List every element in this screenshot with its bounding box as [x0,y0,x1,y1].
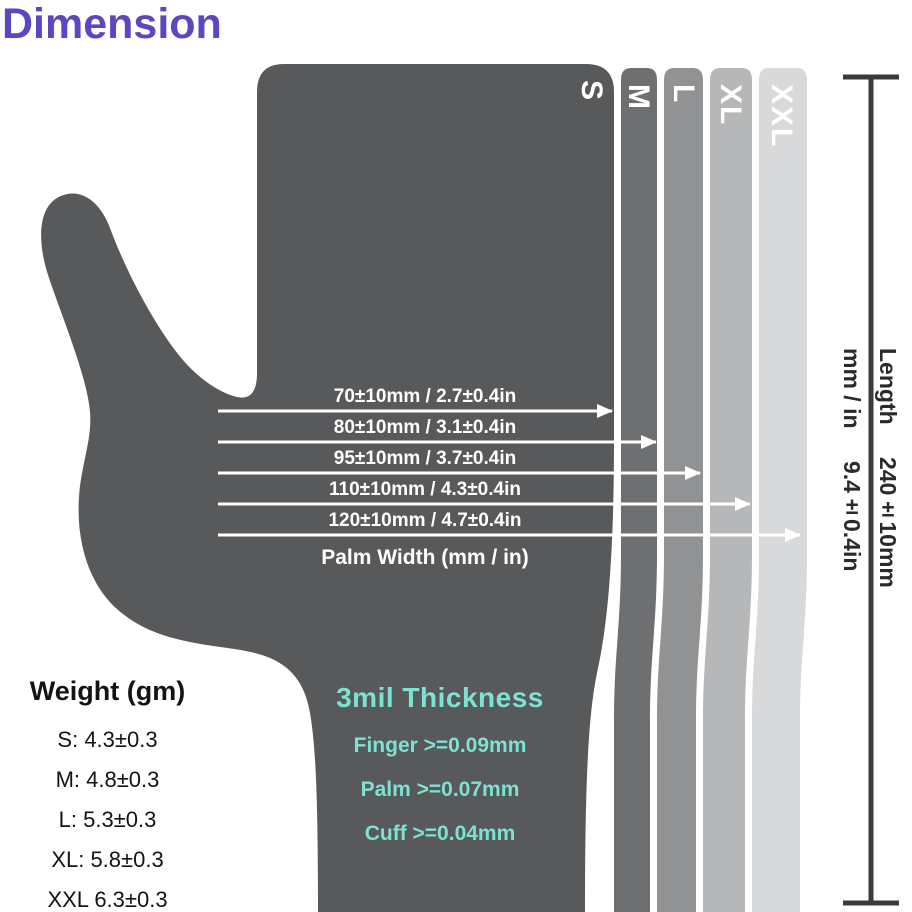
palm-width-value-xl: 110±10mm / 4.3±0.4in [329,479,521,500]
size-band-xxl [752,68,807,912]
glove-silhouette [41,64,614,912]
thickness-item-cuff: Cuff >=0.04mm [364,822,516,845]
weight-section: Weight (gm) S: 4.3±0.3 M: 4.8±0.3 L: 5.3… [10,676,205,912]
weight-item-s: S: 4.3±0.3 [57,727,158,752]
length-label: Length [875,348,901,425]
page-title: Dimension [2,0,222,48]
palm-width-value-xxl: 120±10mm / 4.7±0.4in [328,510,522,531]
size-label-xl: XL [714,84,747,127]
thickness-heading: 3mil Thickness [336,682,544,713]
weight-item-xxl: XXL 6.3±0.3 [47,887,168,912]
palm-width-value-m: 80±10mm / 3.1±0.4in [333,417,517,438]
length-label-column: Length 240±10mm [874,348,901,588]
length-units-column: mm / in 9.4±0.4in [838,348,865,571]
weight-item-m: M: 4.8±0.3 [55,767,160,792]
weight-item-xl: XL: 5.8±0.3 [51,847,164,872]
size-label-s: S [575,80,608,103]
palm-width-value-l: 95±10mm / 3.7±0.4in [333,448,517,469]
size-label-xxl: XXL [765,84,798,149]
size-band-xl [703,68,752,912]
thickness-item-finger: Finger >=0.09mm [353,734,527,757]
weight-heading: Weight (gm) [29,676,186,706]
length-bracket [843,74,899,906]
size-band-l [657,68,703,912]
weight-item-l: L: 5.3±0.3 [58,807,157,832]
thickness-item-palm: Palm >=0.07mm [360,778,520,801]
size-label-l: L [667,84,700,105]
thickness-section: 3mil Thickness Finger >=0.09mm Palm >=0.… [285,682,595,866]
length-value-mm: 240±10mm [875,457,901,588]
length-value-in: 9.4±0.4in [839,460,865,572]
palm-width-axis-label: Palm Width (mm / in) [321,546,529,569]
palm-width-value-s: 70±10mm / 2.7±0.4in [333,386,517,407]
length-unit-label: mm / in [839,348,865,429]
size-label-m: M [622,84,655,111]
size-band-m [614,68,657,912]
